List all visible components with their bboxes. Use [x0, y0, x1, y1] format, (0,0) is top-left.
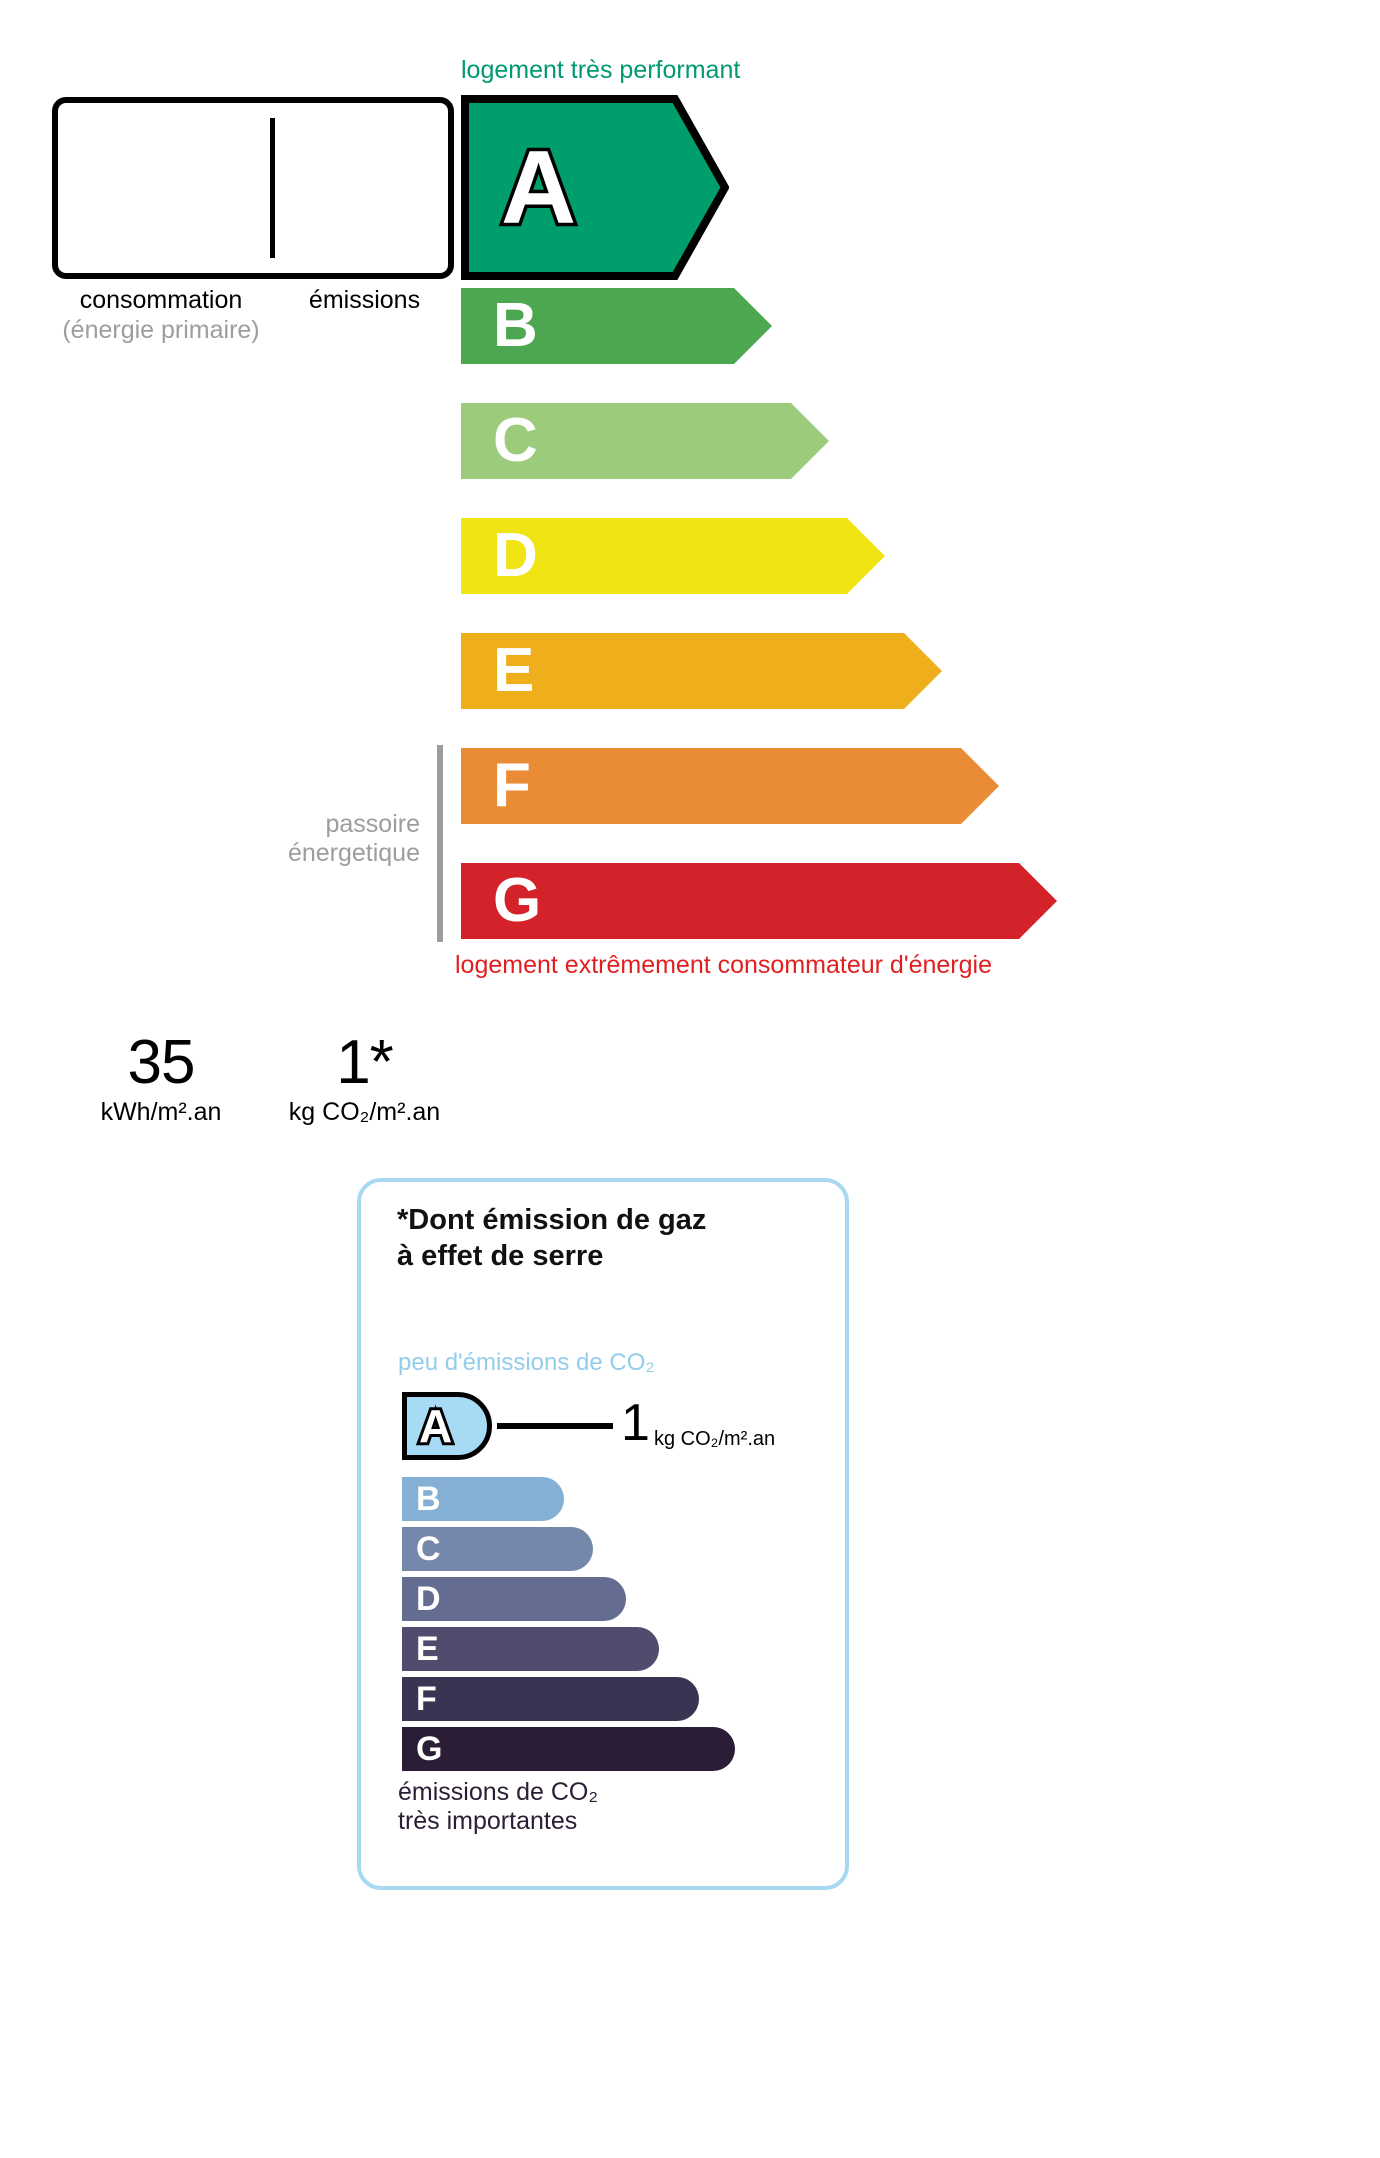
- energy-band-B-letter: B: [493, 291, 538, 360]
- energy-band-C-letter: C: [493, 406, 538, 475]
- co2-value-unit: kg CO₂/m².an: [654, 1428, 776, 1450]
- passoire-label-line1: passoire: [325, 810, 421, 838]
- passoire-label-line2: énergetique: [287, 839, 420, 867]
- emissions-caption: émissions: [275, 285, 454, 315]
- energy-band-F: F: [461, 748, 999, 824]
- energy-band-D-letter: D: [493, 521, 538, 590]
- consumption-value: 35: [127, 1028, 196, 1097]
- scale-top-note: logement très performant: [461, 56, 741, 84]
- energy-band-A: A: [461, 95, 729, 280]
- band-F-shape: [461, 748, 999, 824]
- emissions-caption-main: émissions: [308, 286, 421, 314]
- consumption-caption-main: consommation: [79, 286, 243, 314]
- passoire-label: passoire énergetique: [230, 810, 420, 868]
- energy-band-E-letter: E: [493, 636, 535, 705]
- co2-bottom-note-line2: très importantes: [398, 1807, 578, 1835]
- co2-band-B: B: [402, 1477, 564, 1521]
- co2-bottom-note-line1: émissions de CO₂: [398, 1778, 599, 1806]
- co2-panel-title-line2: à effet de serre: [397, 1240, 604, 1272]
- co2-band-G: G: [402, 1727, 735, 1771]
- co2-band-D-letter: D: [416, 1580, 441, 1618]
- co2-band-A: A: [402, 1392, 492, 1460]
- band-D-shape: [461, 518, 885, 594]
- consumption-metric: 35 kWh/m².an: [52, 0, 270, 2158]
- band-A-shape: [461, 95, 729, 280]
- band-G-shape: [461, 863, 1057, 939]
- band-C-shape: [461, 403, 829, 479]
- summary-box: [52, 97, 454, 279]
- co2-panel-title: *Dont émission de gaz à effet de serre: [397, 1202, 817, 1274]
- co2-panel-title-line1: *Dont émission de gaz: [397, 1204, 707, 1236]
- co2-band-F-letter: F: [416, 1680, 437, 1718]
- co2-band-E-letter: E: [416, 1630, 439, 1668]
- co2-band-C: C: [402, 1527, 593, 1571]
- emissions-unit: kg CO₂/m².an: [288, 1098, 441, 1126]
- co2-band-B-letter: B: [416, 1480, 441, 1518]
- co2-top-note: peu d'émissions de CO₂: [398, 1349, 655, 1376]
- co2-band-C-letter: C: [416, 1530, 441, 1568]
- passoire-bracket-line: [437, 745, 443, 942]
- co2-band-A-letter: A: [416, 1400, 455, 1452]
- summary-divider: [270, 118, 275, 258]
- energy-band-G-letter: G: [493, 866, 542, 935]
- co2-band-F: F: [402, 1677, 699, 1721]
- consumption-caption-sub: (énergie primaire): [62, 316, 260, 344]
- emissions-value: 1*: [336, 1028, 394, 1097]
- energy-band-A-letter: A: [497, 129, 579, 246]
- co2-band-G-letter: G: [416, 1730, 443, 1768]
- consumption-unit: kWh/m².an: [100, 1098, 222, 1126]
- energy-band-D: D: [461, 518, 885, 594]
- co2-leader-line: [497, 1423, 613, 1429]
- scale-bottom-note: logement extrêmement consommateur d'éner…: [455, 951, 992, 979]
- energy-band-B: B: [461, 288, 772, 364]
- co2-bottom-note: émissions de CO₂ très importantes: [398, 1778, 818, 1836]
- band-E-shape: [461, 633, 942, 709]
- consumption-caption: consommation (énergie primaire): [52, 285, 270, 345]
- co2-band-D: D: [402, 1577, 626, 1621]
- energy-band-E: E: [461, 633, 942, 709]
- energy-band-G: G: [461, 863, 1057, 939]
- band-B-shape: [461, 288, 772, 364]
- co2-value: 1: [621, 1394, 650, 1452]
- energy-band-F-letter: F: [493, 751, 531, 820]
- emissions-metric: 1* kg CO₂/m².an: [275, 0, 454, 2158]
- co2-band-E: E: [402, 1627, 659, 1671]
- energy-band-C: C: [461, 403, 829, 479]
